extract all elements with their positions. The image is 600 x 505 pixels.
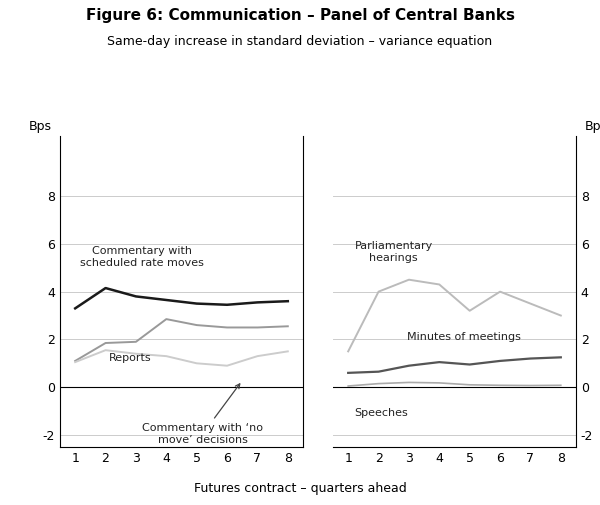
Text: Futures contract – quarters ahead: Futures contract – quarters ahead — [194, 482, 406, 495]
Text: Minutes of meetings: Minutes of meetings — [407, 332, 521, 342]
Text: Bps: Bps — [584, 120, 600, 133]
Text: Commentary with ‘no
move’ decisions: Commentary with ‘no move’ decisions — [142, 384, 263, 444]
Text: Speeches: Speeches — [354, 408, 408, 418]
Text: Bps: Bps — [28, 120, 52, 133]
Text: Same-day increase in standard deviation – variance equation: Same-day increase in standard deviation … — [107, 35, 493, 48]
Text: Commentary with
scheduled rate moves: Commentary with scheduled rate moves — [80, 246, 204, 268]
Text: Figure 6: Communication – Panel of Central Banks: Figure 6: Communication – Panel of Centr… — [86, 8, 515, 23]
Text: Parliamentary
hearings: Parliamentary hearings — [355, 241, 433, 263]
Text: Reports: Reports — [109, 352, 151, 363]
